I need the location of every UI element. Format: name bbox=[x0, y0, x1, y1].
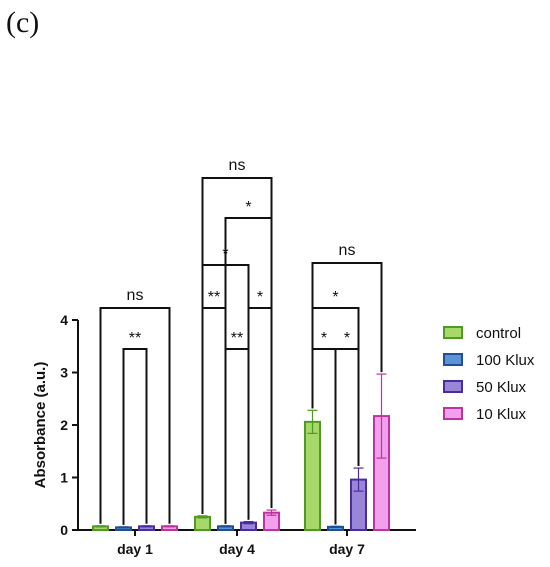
legend-label: 50 Klux bbox=[476, 379, 527, 396]
y-tick-label: 4 bbox=[60, 312, 68, 328]
significance-label: ns bbox=[127, 287, 144, 304]
significance-label: ** bbox=[208, 289, 220, 306]
significance-label: ns bbox=[229, 157, 246, 174]
significance-bracket bbox=[201, 177, 273, 514]
significance-label: * bbox=[344, 330, 350, 347]
legend-swatch bbox=[443, 407, 463, 420]
legend-swatch bbox=[443, 353, 463, 366]
x-tick-label: day 1 bbox=[117, 541, 153, 557]
bar-control bbox=[194, 515, 211, 531]
significance-bracket bbox=[99, 307, 171, 524]
legend-label: 100 Klux bbox=[476, 352, 535, 369]
x-tick-label: day 7 bbox=[329, 541, 365, 557]
panel-label: (c) bbox=[6, 6, 40, 39]
significance-bracket bbox=[224, 348, 250, 524]
significance-bracket bbox=[247, 307, 273, 520]
significance-bracket bbox=[122, 348, 148, 525]
significance-label: * bbox=[321, 330, 327, 347]
bar-control bbox=[304, 420, 321, 532]
y-tick-label: 0 bbox=[60, 522, 68, 538]
y-tick-label: 3 bbox=[60, 365, 68, 381]
x-tick-label: day 4 bbox=[219, 541, 255, 557]
legend-swatch bbox=[443, 380, 463, 393]
y-tick-label: 1 bbox=[60, 470, 68, 486]
legend-label: 10 Klux bbox=[476, 406, 527, 423]
legend-swatch bbox=[443, 326, 463, 339]
significance-label: ** bbox=[129, 330, 141, 347]
significance-bracket bbox=[311, 262, 383, 409]
significance-bracket bbox=[201, 307, 227, 524]
y-tick-label: 2 bbox=[60, 417, 68, 433]
legend-label: control bbox=[476, 325, 521, 342]
significance-label: ** bbox=[231, 330, 243, 347]
significance-label: * bbox=[332, 289, 338, 306]
y-axis-label: Absorbance (a.u.) bbox=[32, 362, 49, 489]
significance-label: ns bbox=[339, 242, 356, 259]
significance-label: * bbox=[257, 289, 263, 306]
significance-label: * bbox=[245, 199, 251, 216]
